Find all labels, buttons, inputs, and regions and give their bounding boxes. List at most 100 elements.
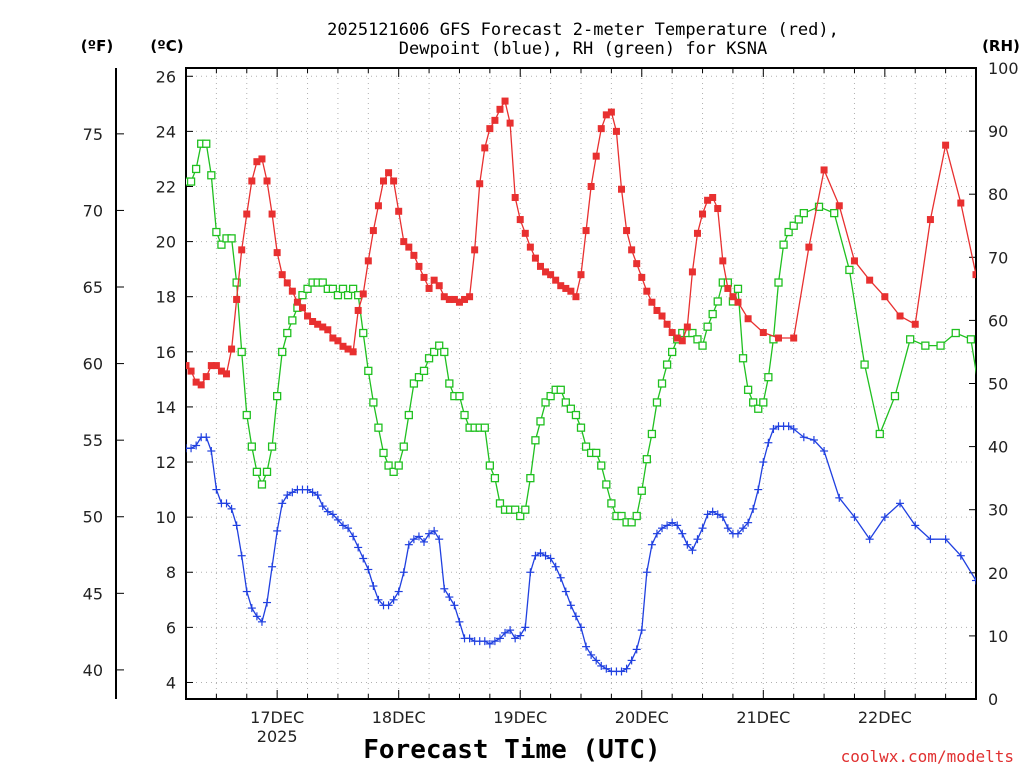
rh-point	[369, 398, 378, 407]
temperature-point	[440, 293, 448, 301]
dewpoint-point	[592, 656, 601, 665]
rh-point	[429, 347, 439, 357]
time-tick-label: 20DEC	[615, 708, 669, 727]
temperature-point	[187, 367, 195, 375]
dewpoint-point	[637, 626, 646, 635]
rh-point	[455, 391, 464, 401]
temperature-point	[638, 273, 646, 281]
temperature-series	[186, 97, 976, 389]
rh-point	[237, 347, 246, 357]
rh-tick-label: 100	[988, 59, 1019, 78]
temperature-point	[425, 284, 433, 292]
dewpoint-point	[739, 524, 748, 533]
rh-point	[227, 234, 236, 243]
temperature-point	[258, 155, 266, 163]
temperature-point	[577, 271, 585, 279]
dewpoint-point	[242, 587, 251, 596]
temperature-point	[597, 125, 605, 133]
rh-point	[703, 322, 712, 331]
temperature-point	[233, 295, 241, 303]
dewpoint-point	[941, 535, 950, 544]
temperature-point	[369, 227, 377, 235]
dewpoint-point	[582, 642, 591, 651]
rh-point	[207, 171, 216, 180]
celsius-tick-label: 24	[156, 122, 176, 141]
rh-point	[257, 480, 267, 489]
credit-link[interactable]: coolwx.com/modelts	[841, 747, 1014, 766]
dewpoint-point	[485, 639, 494, 648]
temperature-point	[471, 246, 479, 254]
rh-point	[738, 354, 748, 363]
rh-point	[440, 347, 449, 357]
temperature-point	[450, 295, 458, 303]
dewpoint-point	[384, 601, 393, 610]
temperature-point	[866, 276, 874, 284]
dewpoint-point	[769, 424, 778, 433]
dewpoint-point	[313, 491, 322, 500]
rh-point	[936, 341, 945, 350]
rh-point	[521, 505, 530, 514]
rh-point	[359, 328, 368, 338]
temperature-point	[668, 329, 676, 337]
dewpoint-point	[972, 576, 976, 585]
dewpoint-point	[247, 604, 256, 613]
rh-point	[267, 442, 277, 451]
temperature-point	[319, 323, 327, 331]
dewpoint-point	[435, 535, 444, 544]
rh-point	[597, 461, 606, 470]
temperature-point	[207, 362, 215, 370]
rh-tick-label: 10	[988, 627, 1008, 646]
dewpoint-point	[627, 656, 636, 665]
temperature-point	[734, 298, 742, 306]
dewpoint-point	[647, 540, 656, 549]
celsius-axis: 4 6 8 10 12 14 16 18 20 22 24 26	[156, 67, 193, 692]
chart-title-line2: Dewpoint (blue), RH (green) for KSNA	[399, 39, 767, 59]
temperature-point	[314, 320, 322, 328]
dewpoint-point	[693, 535, 702, 544]
rh-point	[278, 347, 287, 357]
dewpoint-point	[222, 499, 231, 508]
temperature-point	[704, 196, 712, 204]
dewpoint-point	[450, 601, 459, 610]
celsius-tick-label: 8	[166, 563, 176, 582]
rh-point	[754, 404, 763, 413]
rh-point	[212, 227, 221, 237]
rh-point	[1013, 399, 1020, 406]
dewpoint-point	[516, 631, 525, 640]
rh-tick-label: 60	[988, 311, 1008, 330]
temperature-point	[942, 141, 950, 149]
dewpoint-point	[571, 612, 580, 621]
temperature-point	[547, 271, 555, 279]
celsius-tick-label: 4	[166, 673, 176, 692]
rh-point	[338, 284, 348, 294]
rh-point	[890, 391, 900, 401]
rh-point	[713, 297, 722, 306]
rh-point	[708, 309, 717, 319]
fahrenheit-tick-label: 55	[83, 431, 103, 450]
rh-point	[774, 278, 783, 287]
temperature-point	[536, 262, 544, 270]
rh-tick-label: 70	[988, 248, 1008, 267]
temperature-point	[410, 251, 418, 259]
temperature-point	[531, 254, 539, 262]
temperature-point	[542, 268, 550, 276]
dewpoint-point	[799, 433, 808, 442]
dewpoint-point	[587, 650, 596, 659]
dewpoint-point	[602, 664, 611, 673]
rh-point	[607, 499, 616, 508]
rh-point	[657, 379, 667, 388]
temperature-point	[283, 279, 291, 287]
dewpoint-point	[207, 447, 216, 456]
temperature-point	[374, 202, 382, 210]
dewpoint-point	[703, 510, 712, 519]
dewpoint-point	[713, 510, 722, 519]
temperature-point	[663, 320, 671, 328]
temperature-point	[688, 268, 696, 276]
temperature-point	[709, 194, 717, 202]
rh-tick-label: 0	[988, 690, 998, 709]
temperature-point	[648, 298, 656, 306]
dewpoint-point	[374, 595, 383, 604]
temperature-point	[278, 271, 286, 279]
temperature-point	[607, 108, 615, 116]
temperature-point	[820, 166, 828, 174]
